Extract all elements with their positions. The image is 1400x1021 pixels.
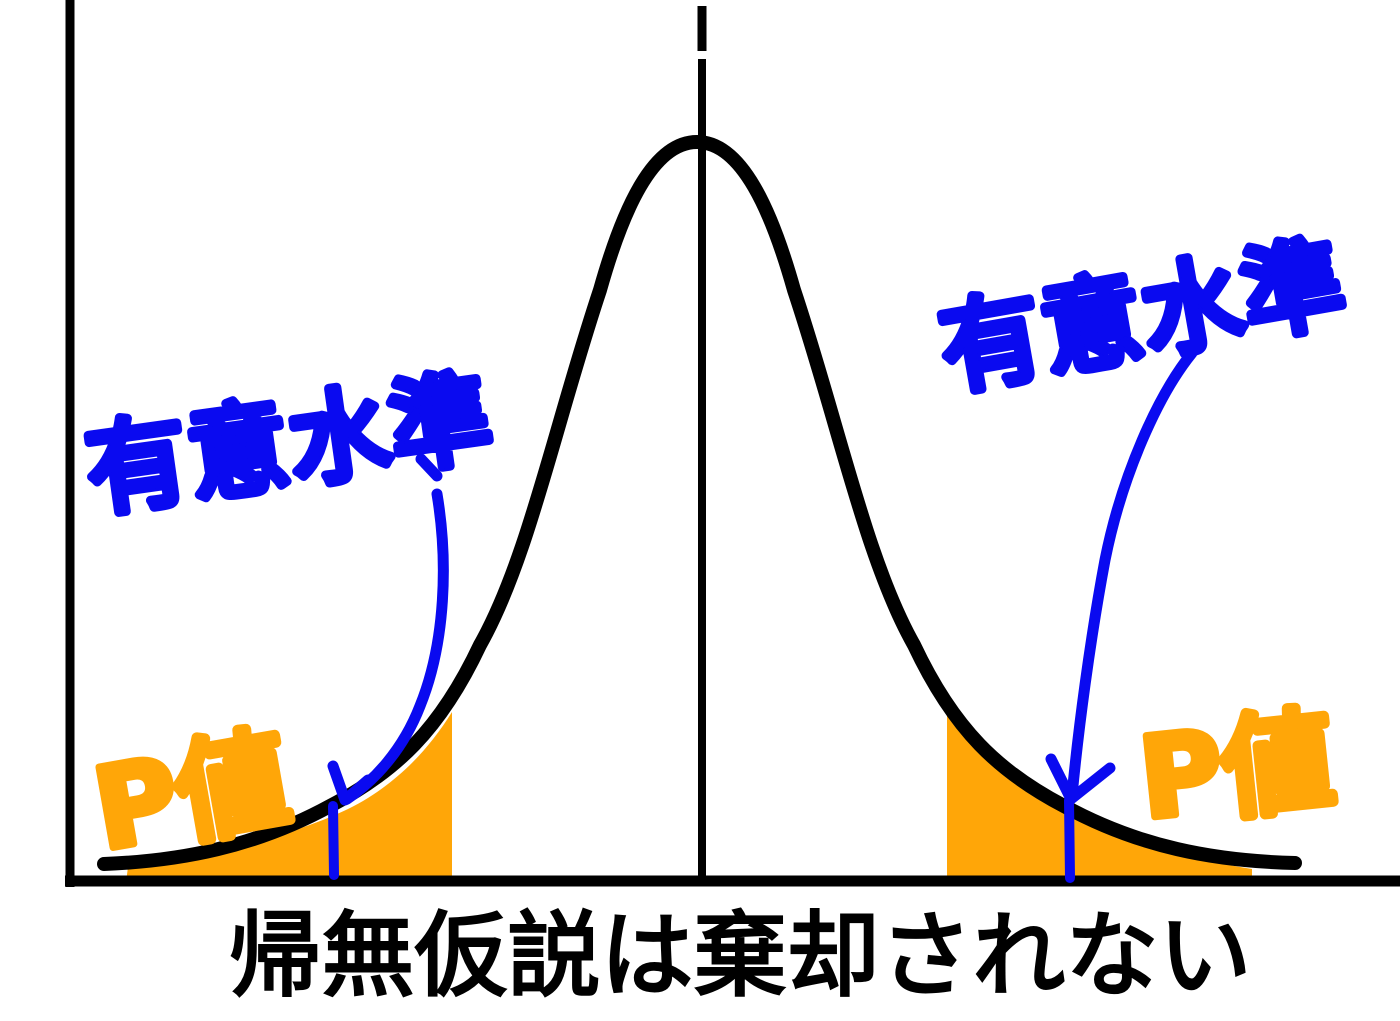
- right-arrow-shaft: [1066, 347, 1198, 802]
- left-arrowhead: [327, 760, 374, 806]
- bell-curve: [97, 134, 1302, 871]
- p-value-label-right: P値: [1134, 695, 1341, 845]
- caption: 帰無仮説は棄却されない: [229, 902, 1252, 1010]
- left-arrow-start-dash: [415, 453, 443, 482]
- right-significance-tick: [1064, 795, 1075, 883]
- left-tail-shaded-region: [126, 712, 452, 882]
- left-arrow-shaft: [341, 488, 449, 805]
- significance-label-right: 有意水準: [931, 223, 1353, 411]
- right-arrowhead: [1045, 753, 1116, 805]
- right-tail-shaded-region: [947, 710, 1252, 882]
- left-significance-tick: [328, 801, 339, 880]
